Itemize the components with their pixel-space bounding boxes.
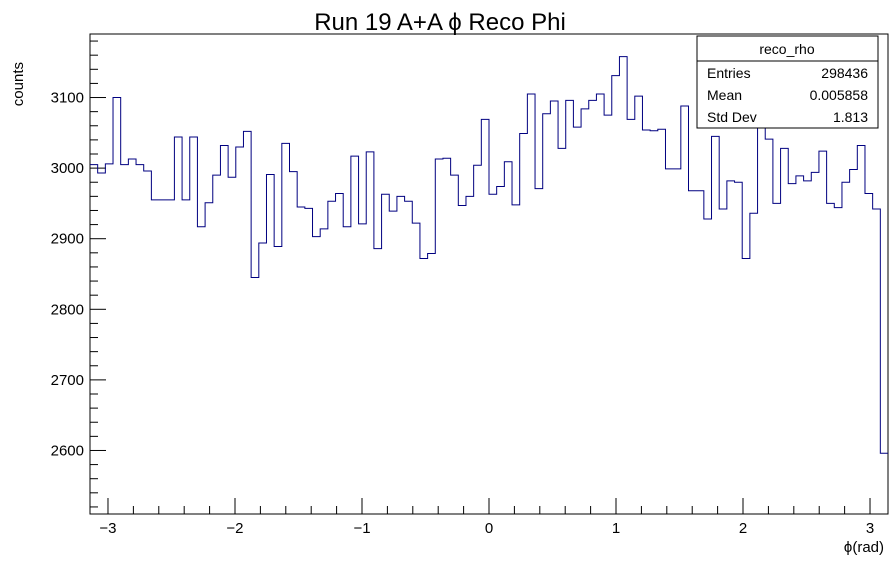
stats-stddev-value: 1.813	[833, 109, 868, 125]
x-tick-label: −2	[226, 520, 243, 537]
y-tick-label: 3000	[51, 160, 84, 177]
y-tick-label: 2900	[51, 231, 84, 248]
y-tick-label: 2700	[51, 372, 84, 389]
x-axis: −3 −2 −1 0 1 2 3	[99, 498, 874, 537]
x-axis-title: ϕ(rad)	[844, 539, 884, 556]
y-axis: 2600 2700 2800 2900 3000 3100	[51, 40, 106, 508]
stats-mean-value: 0.005858	[810, 87, 869, 103]
x-tick-label: 0	[485, 520, 493, 537]
stats-box-frame	[696, 35, 879, 129]
stats-box-title: reco_rho	[759, 41, 814, 57]
stats-entries-label: Entries	[707, 65, 751, 81]
x-tick-label: 2	[739, 520, 747, 537]
x-tick-label: 1	[612, 520, 620, 537]
x-tick-label: −3	[99, 520, 116, 537]
stats-entries-value: 298436	[821, 65, 868, 81]
y-tick-label: 2600	[51, 442, 84, 459]
histogram-line	[90, 56, 888, 454]
y-tick-label: 2800	[51, 301, 84, 318]
stats-box: reco_rho Entries 298436 Mean 0.005858 St…	[696, 35, 879, 129]
chart-title: Run 19 A+A ϕ Reco Phi	[314, 9, 566, 36]
x-tick-label: 3	[866, 520, 874, 537]
x-tick-label: −1	[353, 520, 370, 537]
y-tick-label: 3100	[51, 90, 84, 107]
y-axis-title: counts	[10, 62, 27, 106]
stats-stddev-label: Std Dev	[707, 109, 757, 125]
stats-mean-label: Mean	[707, 87, 742, 103]
